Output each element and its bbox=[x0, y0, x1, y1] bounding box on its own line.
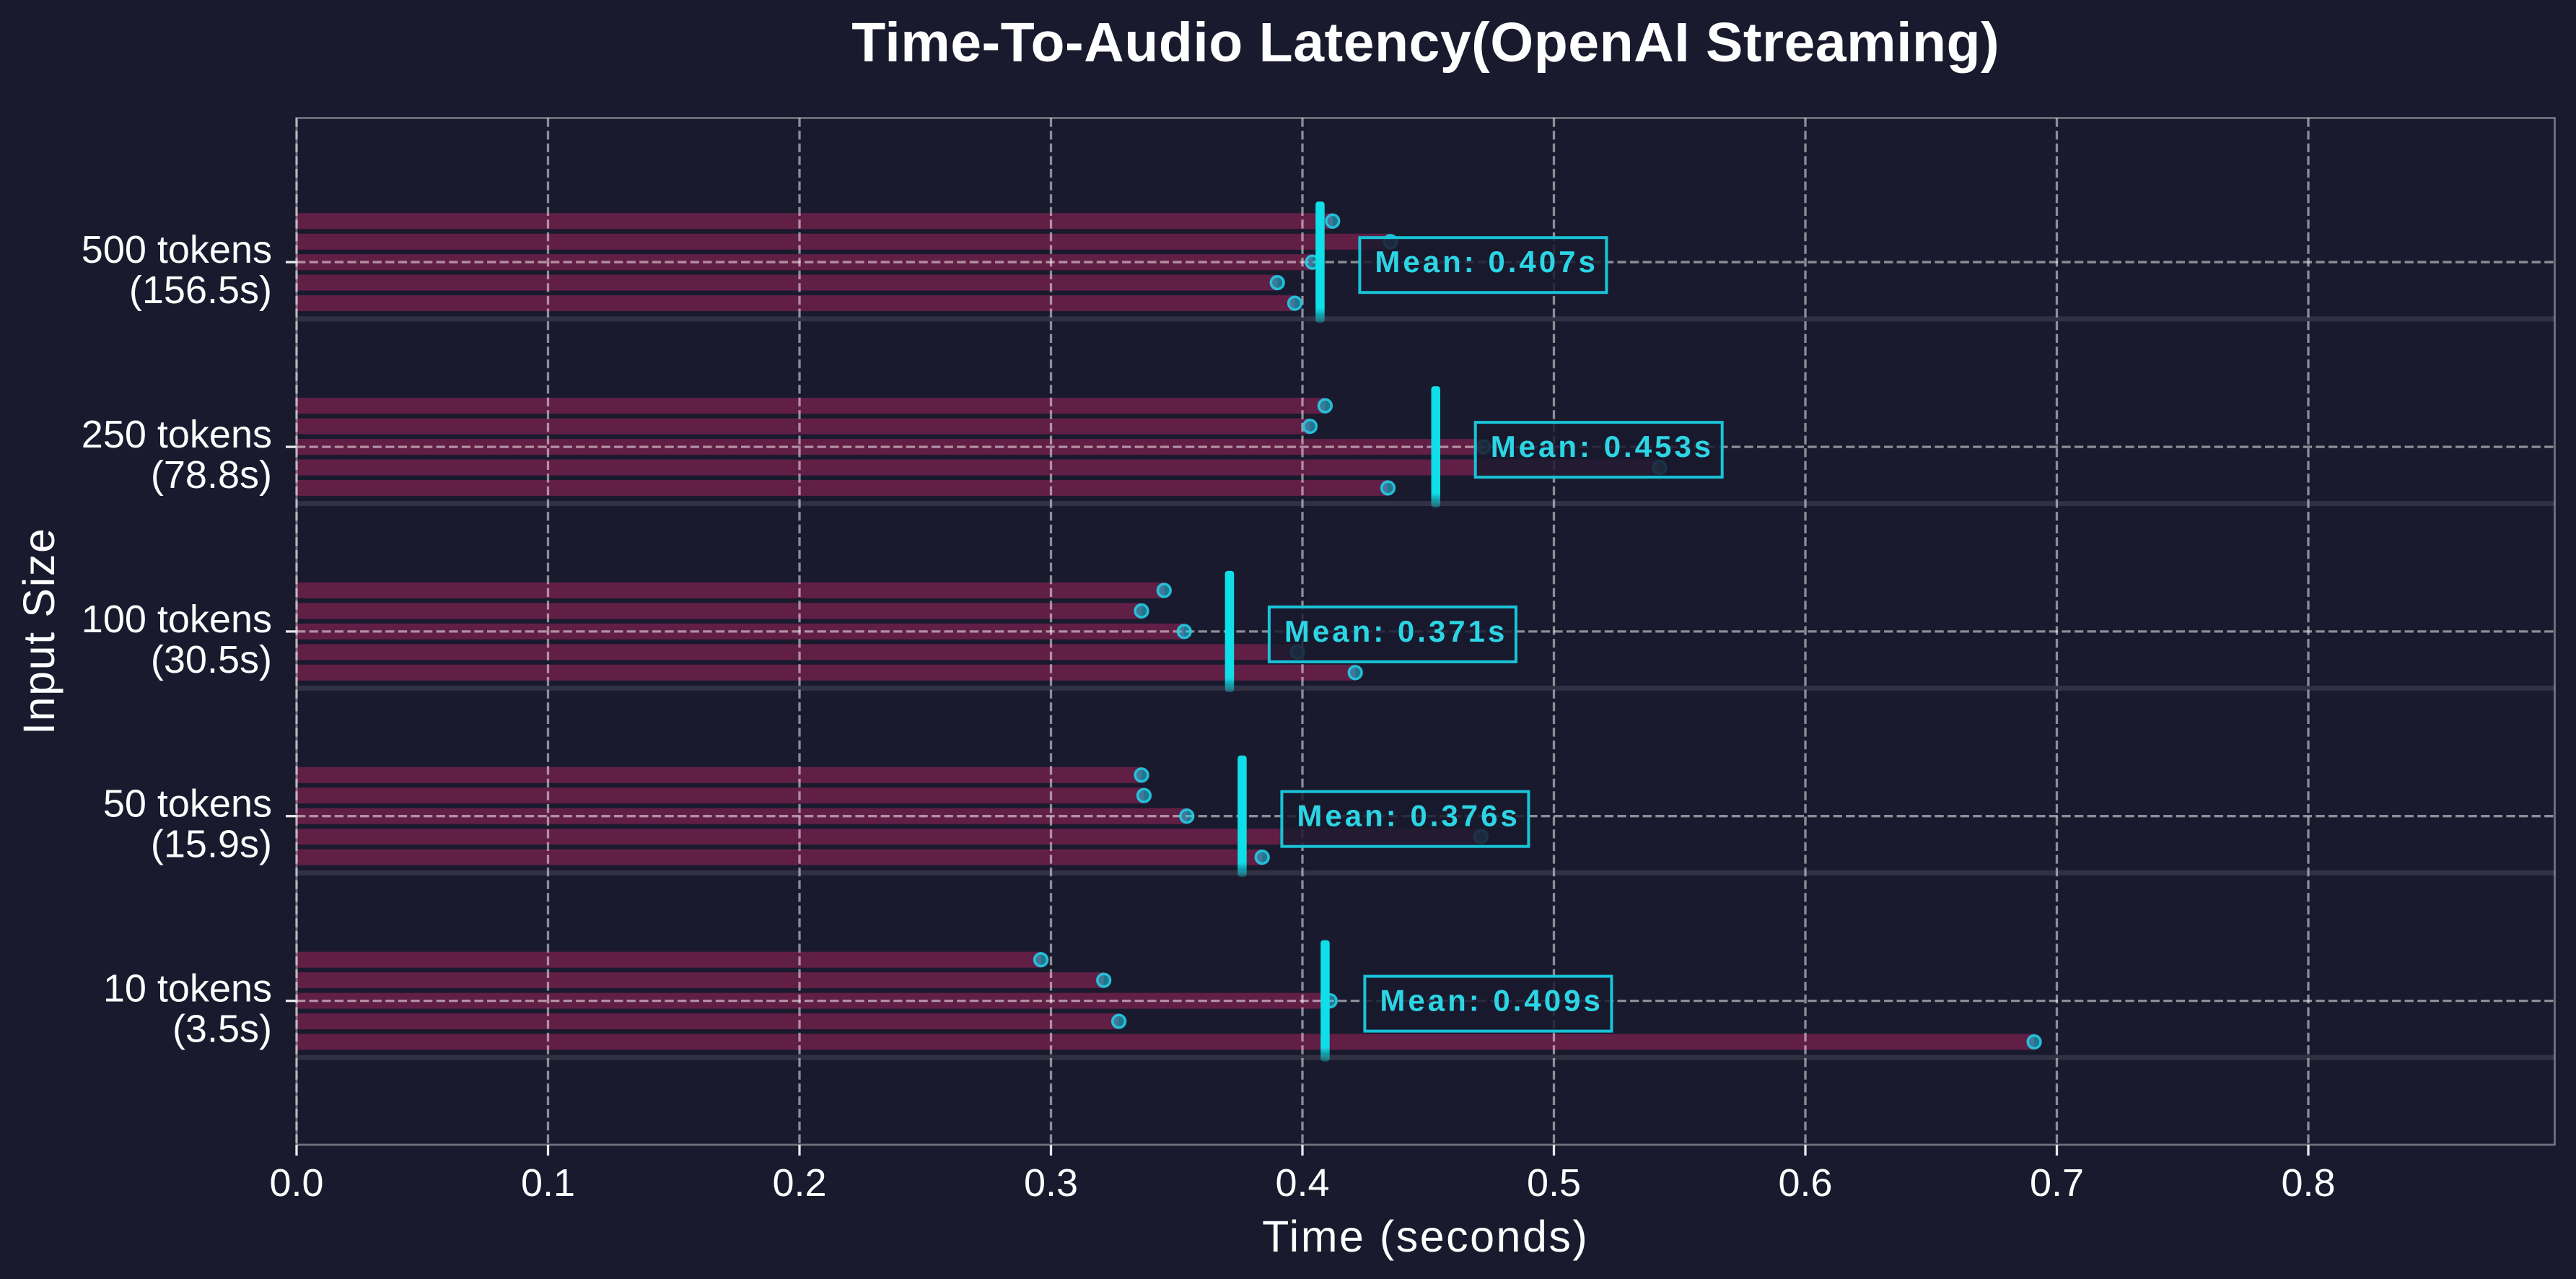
svg-text:(3.5s): (3.5s) bbox=[172, 1008, 272, 1051]
svg-text:Input Size: Input Size bbox=[14, 528, 63, 735]
svg-text:Mean: 0.453s: Mean: 0.453s bbox=[1491, 429, 1714, 463]
svg-text:Mean: 0.376s: Mean: 0.376s bbox=[1297, 799, 1520, 833]
svg-text:50 tokens: 50 tokens bbox=[103, 782, 272, 826]
svg-text:100 tokens: 100 tokens bbox=[82, 598, 272, 641]
svg-text:0.7: 0.7 bbox=[2030, 1161, 2084, 1205]
svg-text:0.3: 0.3 bbox=[1024, 1161, 1078, 1205]
svg-text:0.6: 0.6 bbox=[1778, 1161, 1832, 1205]
svg-text:250 tokens: 250 tokens bbox=[82, 413, 272, 456]
svg-text:0.0: 0.0 bbox=[269, 1161, 323, 1205]
svg-text:500 tokens: 500 tokens bbox=[82, 228, 272, 271]
svg-text:Mean: 0.409s: Mean: 0.409s bbox=[1380, 984, 1603, 1018]
svg-text:0.8: 0.8 bbox=[2281, 1161, 2335, 1205]
svg-text:0.1: 0.1 bbox=[521, 1161, 575, 1205]
svg-text:0.4: 0.4 bbox=[1275, 1161, 1329, 1205]
svg-text:Time (seconds): Time (seconds) bbox=[1262, 1212, 1589, 1261]
svg-text:0.2: 0.2 bbox=[772, 1161, 826, 1205]
svg-text:(78.8s): (78.8s) bbox=[151, 453, 272, 497]
svg-text:Mean: 0.371s: Mean: 0.371s bbox=[1284, 614, 1507, 648]
svg-text:(15.9s): (15.9s) bbox=[151, 823, 272, 866]
svg-text:Mean: 0.407s: Mean: 0.407s bbox=[1375, 245, 1598, 279]
svg-text:Time-To-Audio Latency(OpenAI S: Time-To-Audio Latency(OpenAI Streaming) bbox=[851, 12, 1999, 74]
svg-text:0.5: 0.5 bbox=[1527, 1161, 1581, 1205]
svg-text:(30.5s): (30.5s) bbox=[151, 638, 272, 681]
svg-text:10 tokens: 10 tokens bbox=[103, 967, 272, 1010]
svg-text:(156.5s): (156.5s) bbox=[129, 269, 272, 312]
